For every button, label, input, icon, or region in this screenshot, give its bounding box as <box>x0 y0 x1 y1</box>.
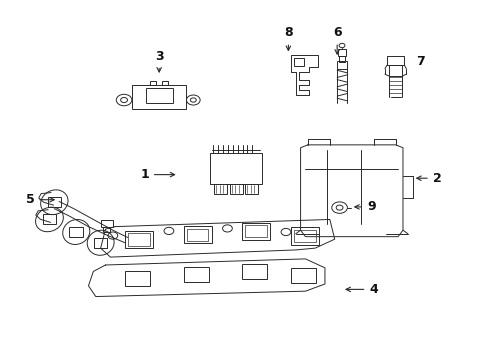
Bar <box>210 153 261 184</box>
Bar <box>245 184 258 194</box>
Bar <box>69 227 83 237</box>
Bar <box>145 88 172 103</box>
Text: 5: 5 <box>25 193 54 206</box>
Bar <box>186 229 208 241</box>
Bar <box>290 268 316 283</box>
Bar <box>125 271 150 286</box>
Bar <box>245 225 266 237</box>
Bar <box>128 233 150 246</box>
Bar <box>150 81 156 85</box>
Bar <box>47 197 61 207</box>
Text: 8: 8 <box>284 27 292 50</box>
Bar <box>103 227 110 232</box>
Text: 6: 6 <box>332 27 341 54</box>
Text: 2: 2 <box>416 172 441 185</box>
Text: 4: 4 <box>346 283 377 296</box>
Bar <box>338 56 345 62</box>
Bar <box>162 81 167 85</box>
Bar <box>101 220 113 227</box>
Bar <box>293 58 303 66</box>
Bar <box>125 231 153 248</box>
Text: 7: 7 <box>415 55 424 68</box>
Bar <box>132 85 185 109</box>
Bar <box>290 227 319 244</box>
Bar <box>294 230 315 242</box>
Bar <box>242 223 270 240</box>
Bar <box>336 61 346 69</box>
Bar <box>242 264 267 279</box>
Bar <box>337 49 345 56</box>
Bar <box>94 238 107 248</box>
Text: 1: 1 <box>140 168 174 181</box>
Bar <box>388 64 402 76</box>
Text: 9: 9 <box>354 201 375 213</box>
Text: 3: 3 <box>155 50 163 72</box>
Bar <box>183 267 208 282</box>
Bar <box>183 226 211 243</box>
Bar <box>214 184 226 194</box>
Bar <box>42 215 56 225</box>
Bar <box>229 184 242 194</box>
